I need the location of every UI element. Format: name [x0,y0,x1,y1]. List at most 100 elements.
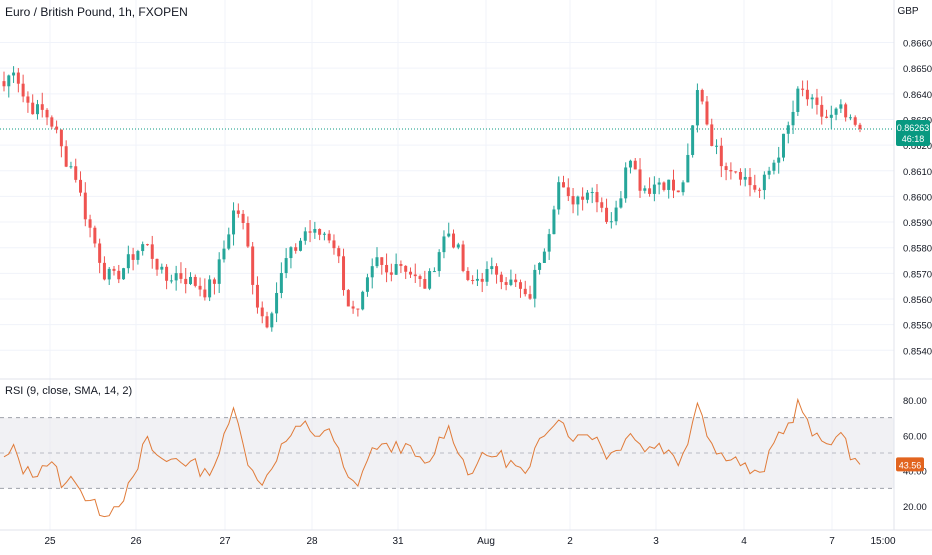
candle-body [418,276,422,280]
rsi-band-lines [0,417,894,489]
candle-body [562,182,566,188]
candle-body [122,268,126,280]
candle-body [179,273,183,279]
candle-body [858,124,862,129]
candle-body [227,234,231,249]
candle-body [7,75,11,87]
candle-body [442,236,446,253]
candle-body [351,306,355,309]
time-tick-label: 27 [219,536,231,547]
countdown-label: 46:18 [902,134,925,144]
rsi-tick-label: 60.00 [903,431,927,442]
candle-body [59,129,63,147]
candle-body [667,179,671,190]
candle-body [423,279,427,289]
candle-body [600,202,604,208]
rsi-current-badge [896,457,924,472]
candle-body [380,257,384,265]
time-tick-label: 28 [306,536,318,547]
candle-body [337,248,341,257]
candle-body [729,169,733,172]
candle-body [801,88,805,90]
candle-body [12,72,16,76]
candle-body [117,270,121,280]
candle-body [289,247,293,259]
candle-body [260,307,264,317]
candle-body [136,251,140,260]
candle-body [246,222,250,247]
candle-body [676,190,680,193]
candles[interactable] [2,66,862,332]
candle-body [55,126,59,130]
candle-body [585,192,589,200]
candle-body [31,102,35,115]
candle-body [829,114,833,118]
candle-body [174,273,178,281]
candle-body [399,264,403,266]
candle-body [322,233,326,235]
candle-body [461,244,465,271]
candle-body [590,192,594,194]
candle-body [791,111,795,126]
rsi-tick-label: 40.00 [903,467,927,478]
time-tick-label: 2 [567,536,573,547]
candle-body [786,125,790,134]
time-axis[interactable]: 25 26 27 28 31 Aug 2 3 4 7 15:00 [44,536,896,547]
candle-body [628,160,632,168]
candle-body [514,279,518,283]
rsi-tick-label: 20.00 [903,502,927,513]
candle-body [193,276,197,286]
candle-body [490,266,494,270]
candle-body [232,210,236,235]
candle-body [762,174,766,191]
candle-body [710,124,714,146]
candle-body [131,254,135,260]
candle-body [45,109,49,118]
candle-body [456,244,460,248]
candle-body [437,252,441,272]
candle-body [413,274,417,277]
price-tick-label: 0.85400 [903,346,932,357]
candle-body [552,209,556,235]
candle-body [781,133,785,158]
candle-body [638,169,642,191]
candle-body [509,279,513,285]
candle-body [165,266,169,281]
candle-body [734,171,738,173]
candle-body [150,244,154,259]
candle-body [88,219,92,228]
candle-body [614,207,618,222]
candle-body [777,157,781,163]
candle-body [21,83,25,97]
time-tick-label: 7 [829,536,835,547]
candle-body [743,176,747,180]
candle-body [40,104,44,110]
candle-body [848,117,852,119]
rsi-axis[interactable]: 80.00 60.00 40.00 20.00 [903,396,927,513]
candle-body [619,198,623,208]
candle-body [236,210,240,214]
candle-body [772,162,776,171]
rsi-line-group [3,397,861,518]
candle-body [671,179,675,191]
candle-body [758,189,762,191]
time-tick-label: 31 [392,536,404,547]
candle-body [93,227,97,244]
candle-body [796,88,800,112]
candle-body [255,284,259,308]
time-tick-label: Aug [477,536,495,547]
candle-body [370,266,374,278]
candle-body [385,264,389,273]
candle-body [408,271,412,275]
candle-body [98,243,102,263]
candle-body [284,258,288,274]
candle-body [356,308,360,310]
rsi-current-label: 43.56 [899,460,922,470]
